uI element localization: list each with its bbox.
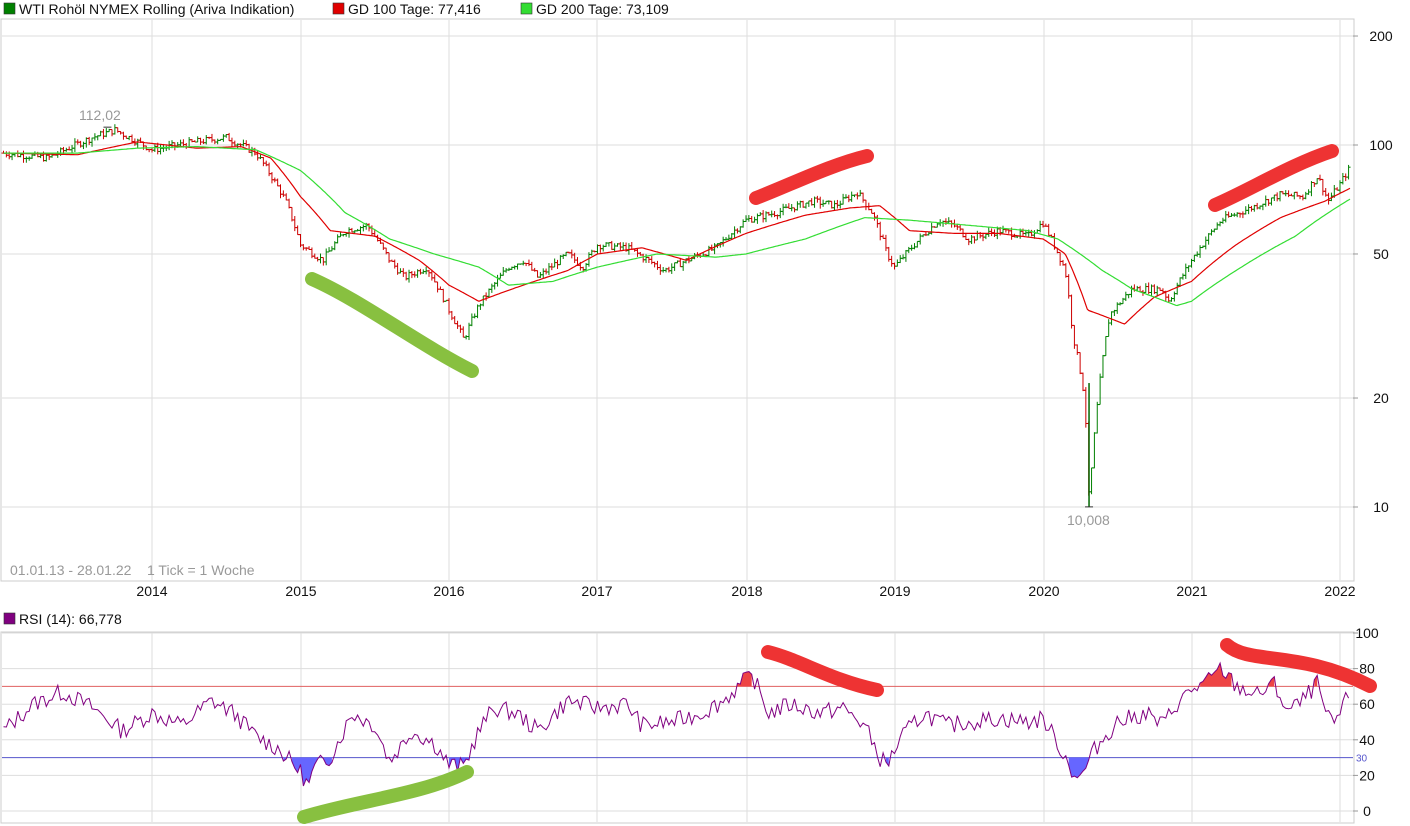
price-lines bbox=[3, 141, 1351, 325]
rsi-y-tick-label: 60 bbox=[1359, 696, 1375, 712]
legend-gd200-label: GD 200 Tage: 73,109 bbox=[536, 1, 669, 17]
y-tick-label: 10 bbox=[1373, 499, 1389, 515]
rsi-oversold-fill bbox=[885, 757, 889, 766]
legend-main: WTI Rohöl NYMEX Rolling (Ariva Indikatio… bbox=[3, 1, 669, 17]
x-tick-label: 2018 bbox=[731, 583, 762, 599]
legend-rsi-swatch bbox=[3, 612, 16, 625]
price-x-axis: 2014 2015 2016 2017 2018 2019 2020 2021 2022 bbox=[136, 583, 1355, 599]
legend-rsi: RSI (14): 66,778 bbox=[3, 611, 122, 627]
gd100-line bbox=[3, 141, 1351, 325]
legend-gd100-swatch bbox=[332, 2, 345, 15]
hand-drawn-markers bbox=[297, 144, 1377, 824]
rsi-panel-frame bbox=[0, 631, 1355, 824]
tick-interval-label: 1 Tick = 1 Woche bbox=[147, 562, 255, 578]
rsi-y-tick-label: 40 bbox=[1359, 732, 1375, 748]
marker-red-rsi-2021 bbox=[1220, 638, 1377, 693]
y-tick-label: 100 bbox=[1369, 137, 1393, 153]
marker-red-price-2021 bbox=[1208, 144, 1339, 212]
marker-red-rsi-2018 bbox=[761, 645, 884, 697]
date-range-label: 01.01.13 - 28.01.22 bbox=[10, 562, 132, 578]
legend-gd100-label: GD 100 Tage: 77,416 bbox=[348, 1, 481, 17]
rsi-y-tick-label: 0 bbox=[1363, 803, 1371, 819]
rsi-oversold-fill bbox=[1068, 757, 1089, 778]
rsi-line bbox=[3, 661, 1350, 787]
x-tick-label: 2022 bbox=[1324, 583, 1355, 599]
x-tick-label: 2016 bbox=[433, 583, 464, 599]
rsi-y-tick-label: 100 bbox=[1355, 625, 1379, 641]
rsi-overbought-fill bbox=[1200, 663, 1232, 687]
price-marks bbox=[1, 124, 1351, 508]
high-label: 112,02 bbox=[79, 107, 121, 123]
price-grid bbox=[2, 20, 1358, 580]
legend-gd200-swatch bbox=[520, 2, 533, 15]
rsi-fills bbox=[283, 663, 1318, 786]
x-tick-label: 2015 bbox=[285, 583, 316, 599]
rsi-threshold-label: 30 bbox=[1356, 754, 1368, 765]
rsi-y-axis: 0 20 40 60 80 100 30 bbox=[1355, 625, 1379, 819]
rsi-oversold-fill bbox=[323, 757, 332, 766]
x-tick-label: 2019 bbox=[879, 583, 910, 599]
rsi-grid bbox=[2, 632, 1358, 822]
price-panel-frame bbox=[0, 18, 1355, 582]
legend-price-label: WTI Rohöl NYMEX Rolling (Ariva Indikatio… bbox=[19, 1, 294, 17]
gd200-line bbox=[3, 146, 1351, 307]
y-tick-label: 20 bbox=[1373, 390, 1389, 406]
legend-price-swatch bbox=[3, 2, 16, 15]
x-tick-label: 2014 bbox=[136, 583, 167, 599]
x-tick-label: 2020 bbox=[1028, 583, 1059, 599]
rsi-oversold-fill bbox=[291, 757, 318, 786]
rsi-overbought-fill bbox=[1268, 676, 1275, 687]
marker-green-rsi bbox=[297, 765, 474, 824]
y-tick-label: 200 bbox=[1369, 28, 1393, 44]
x-tick-label: 2017 bbox=[581, 583, 612, 599]
low-label: 10,008 bbox=[1067, 512, 1110, 528]
marker-green-price-downtrend bbox=[305, 272, 479, 378]
rsi-y-tick-label: 20 bbox=[1359, 767, 1375, 783]
legend-rsi-label: RSI (14): 66,778 bbox=[19, 611, 122, 627]
x-tick-label: 2021 bbox=[1176, 583, 1207, 599]
price-panel: 10 20 50 100 200 2014 2015 2016 2017 2018 2019 202… bbox=[0, 18, 1393, 599]
rsi-y-tick-label: 80 bbox=[1359, 661, 1375, 677]
y-tick-label: 50 bbox=[1373, 246, 1389, 262]
rsi-panel: 0 20 40 60 80 100 30 bbox=[0, 625, 1379, 824]
marker-red-price-2018 bbox=[749, 149, 874, 205]
rsi-lines bbox=[3, 661, 1350, 787]
price-y-axis: 10 20 50 100 200 bbox=[1369, 28, 1393, 515]
rsi-overbought-fill bbox=[1314, 675, 1318, 687]
